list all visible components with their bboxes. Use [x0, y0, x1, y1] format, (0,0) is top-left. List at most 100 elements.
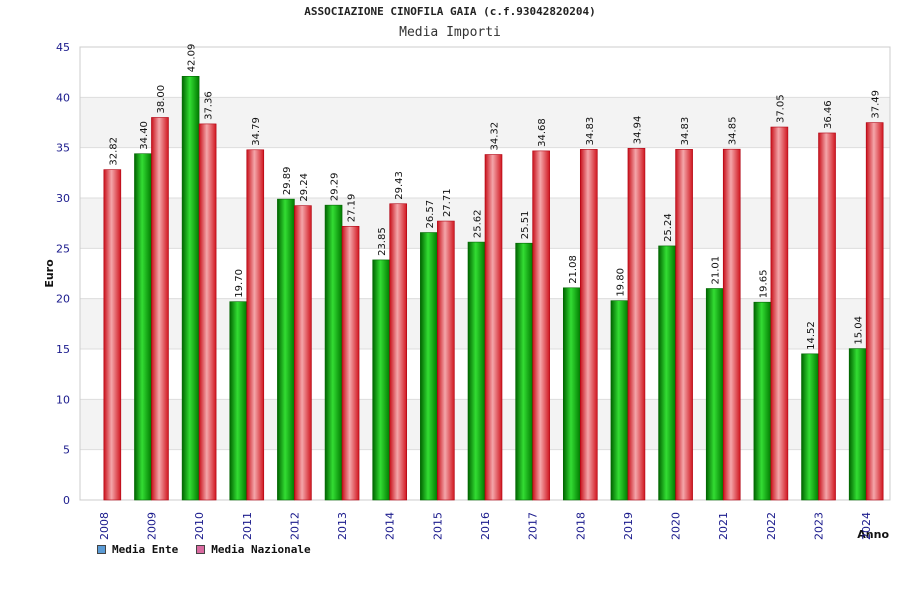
chart-subtitle: Media Importi — [399, 25, 501, 40]
bar-ente — [229, 301, 248, 501]
bar-ente — [848, 348, 867, 501]
bar-ente — [372, 259, 391, 501]
bar-nazionale — [437, 220, 455, 501]
data-label: 38.00 — [156, 85, 167, 114]
data-label: 25.51 — [520, 211, 531, 240]
x-tick-label: 2020 — [670, 512, 683, 540]
bar-nazionale — [532, 150, 550, 501]
x-tick-label: 2010 — [193, 512, 206, 540]
legend-item-ente: Media Ente — [97, 543, 178, 556]
data-label: 14.52 — [806, 321, 817, 350]
bar-nazionale — [627, 147, 646, 501]
x-tick-label: 2024 — [860, 512, 873, 540]
bar-ente — [324, 204, 343, 501]
bar-ente — [562, 287, 581, 501]
data-label: 27.19 — [347, 194, 358, 223]
y-tick-label: 5 — [63, 444, 70, 457]
data-label: 36.46 — [823, 100, 834, 129]
y-tick-label: 35 — [56, 142, 70, 155]
legend-item-nazionale: Media Nazionale — [196, 543, 311, 556]
bar-ente — [658, 245, 676, 501]
y-tick-label: 10 — [56, 393, 70, 406]
data-label: 37.05 — [775, 94, 786, 123]
y-tick-label: 30 — [56, 192, 70, 205]
data-label: 15.04 — [854, 316, 865, 345]
data-label: 27.71 — [442, 188, 453, 217]
data-label: 34.40 — [139, 121, 150, 150]
data-label: 34.32 — [490, 122, 501, 151]
x-tick-label: 2018 — [574, 512, 587, 540]
bar-nazionale — [675, 149, 693, 501]
bar-nazionale — [103, 169, 122, 501]
x-tick-label: 2017 — [527, 512, 540, 540]
bar-ente — [134, 153, 152, 501]
data-label: 25.24 — [663, 213, 674, 242]
data-label: 34.85 — [728, 117, 739, 146]
y-axis-label: Euro — [43, 259, 56, 288]
data-label: 37.49 — [871, 90, 882, 119]
bar-nazionale — [770, 126, 789, 501]
y-tick-label: 25 — [56, 242, 70, 255]
data-label: 32.82 — [108, 137, 119, 166]
legend-swatch-nazionale — [196, 545, 206, 554]
bar-ente — [610, 300, 629, 501]
bar-nazionale — [818, 132, 836, 501]
data-label: 34.83 — [585, 117, 596, 146]
data-label: 34.94 — [632, 116, 643, 145]
bar-ente — [753, 301, 772, 501]
data-label: 29.24 — [299, 173, 310, 202]
data-label: 19.70 — [234, 269, 245, 298]
y-tick-label: 0 — [63, 494, 70, 507]
x-tick-label: 2009 — [145, 512, 158, 540]
data-label: 21.01 — [711, 256, 722, 285]
bar-nazionale — [579, 149, 598, 501]
bar-ente — [515, 242, 533, 501]
chart-title: ASSOCIAZIONE CINOFILA GAIA (c.f.93042820… — [304, 5, 596, 18]
bar-ente — [420, 232, 438, 501]
x-tick-label: 2011 — [241, 512, 254, 540]
bar-ente — [705, 288, 724, 501]
data-label: 37.36 — [204, 91, 215, 120]
bar-nazionale — [389, 203, 408, 501]
bar-ente — [181, 75, 200, 501]
y-tick-label: 20 — [56, 293, 70, 306]
bar-nazionale — [151, 117, 169, 501]
x-tick-label: 2012 — [288, 512, 301, 540]
y-tick-label: 15 — [56, 343, 70, 356]
data-label: 19.80 — [615, 268, 626, 297]
bar-nazionale — [865, 122, 884, 501]
data-label: 26.57 — [425, 200, 436, 229]
data-label: 23.85 — [377, 227, 388, 256]
x-tick-label: 2022 — [765, 512, 778, 540]
data-label: 25.62 — [473, 209, 484, 238]
x-tick-label: 2019 — [622, 512, 635, 540]
bar-nazionale — [294, 205, 312, 501]
y-tick-label: 45 — [56, 41, 70, 54]
x-tick-label: 2013 — [336, 512, 349, 540]
bar-nazionale — [198, 123, 217, 501]
x-tick-label: 2015 — [431, 512, 444, 540]
x-tick-label: 2016 — [479, 512, 492, 540]
x-tick-label: 2014 — [384, 512, 397, 540]
data-label: 19.65 — [758, 270, 769, 299]
x-tick-label: 2021 — [717, 512, 730, 540]
x-tick-label: 2023 — [813, 512, 826, 540]
data-label: 21.08 — [568, 255, 579, 284]
legend-label-ente: Media Ente — [112, 543, 179, 556]
bar-nazionale — [484, 154, 503, 501]
plot-band — [80, 47, 890, 98]
data-label: 34.68 — [537, 118, 548, 147]
data-label: 34.83 — [680, 117, 691, 146]
y-tick-label: 40 — [56, 91, 70, 104]
data-label: 29.43 — [394, 171, 405, 200]
bar-ente — [277, 198, 295, 501]
bar-ente — [801, 353, 819, 501]
data-label: 34.79 — [251, 117, 262, 146]
data-label: 42.09 — [187, 44, 198, 73]
bar-nazionale — [246, 149, 265, 501]
legend-swatch-ente — [97, 545, 106, 554]
data-label: 29.89 — [282, 166, 293, 195]
bar-nazionale — [722, 148, 741, 501]
bar-nazionale — [341, 225, 360, 501]
